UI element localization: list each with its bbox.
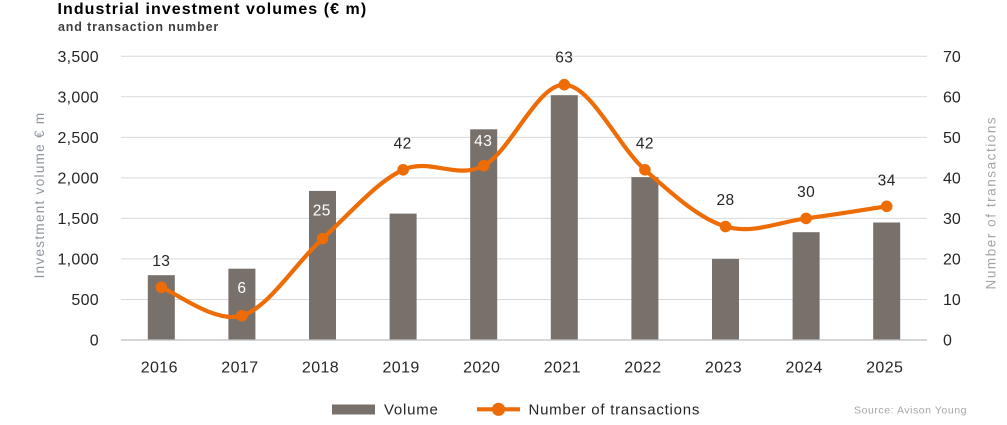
svg-text:Industrial investment volumes: Industrial investment volumes (€ m) bbox=[58, 1, 368, 18]
svg-text:2024: 2024 bbox=[785, 360, 822, 377]
svg-text:60: 60 bbox=[943, 89, 961, 106]
svg-text:2021: 2021 bbox=[544, 360, 581, 377]
svg-text:0: 0 bbox=[943, 333, 952, 350]
svg-text:Source: Avison Young: Source: Avison Young bbox=[854, 405, 967, 417]
svg-text:500: 500 bbox=[71, 292, 99, 309]
svg-text:and transaction number: and transaction number bbox=[58, 20, 219, 34]
svg-text:34: 34 bbox=[878, 173, 896, 190]
svg-text:42: 42 bbox=[636, 135, 654, 152]
svg-text:20: 20 bbox=[943, 251, 961, 268]
svg-text:43: 43 bbox=[474, 133, 492, 150]
svg-text:2019: 2019 bbox=[382, 360, 419, 377]
svg-text:2022: 2022 bbox=[624, 360, 661, 377]
svg-text:1,000: 1,000 bbox=[57, 251, 99, 268]
svg-text:30: 30 bbox=[797, 184, 815, 201]
svg-text:30: 30 bbox=[943, 211, 961, 228]
svg-text:Number of transactions: Number of transactions bbox=[529, 402, 701, 419]
svg-text:2018: 2018 bbox=[302, 360, 339, 377]
svg-text:0: 0 bbox=[90, 333, 99, 350]
svg-text:2020: 2020 bbox=[463, 360, 500, 377]
svg-text:1,500: 1,500 bbox=[57, 211, 99, 228]
svg-text:3,000: 3,000 bbox=[57, 89, 99, 106]
svg-text:Number of transactions: Number of transactions bbox=[984, 116, 999, 290]
svg-text:2,500: 2,500 bbox=[57, 130, 99, 147]
svg-text:2016: 2016 bbox=[141, 360, 178, 377]
svg-text:50: 50 bbox=[943, 130, 961, 147]
svg-text:28: 28 bbox=[716, 192, 734, 209]
svg-text:13: 13 bbox=[152, 253, 170, 270]
svg-text:2023: 2023 bbox=[705, 360, 742, 377]
svg-text:42: 42 bbox=[394, 135, 412, 152]
svg-text:2,000: 2,000 bbox=[57, 170, 99, 187]
svg-text:6: 6 bbox=[237, 280, 246, 297]
svg-text:3,500: 3,500 bbox=[57, 49, 99, 66]
svg-text:63: 63 bbox=[555, 50, 573, 67]
svg-text:10: 10 bbox=[943, 292, 961, 309]
svg-text:Volume: Volume bbox=[384, 402, 439, 419]
svg-text:2025: 2025 bbox=[866, 360, 903, 377]
svg-text:2017: 2017 bbox=[221, 360, 258, 377]
svg-text:40: 40 bbox=[943, 170, 961, 187]
svg-text:Investment volume € m: Investment volume € m bbox=[32, 112, 47, 279]
svg-text:70: 70 bbox=[943, 49, 961, 66]
svg-text:25: 25 bbox=[313, 203, 331, 220]
